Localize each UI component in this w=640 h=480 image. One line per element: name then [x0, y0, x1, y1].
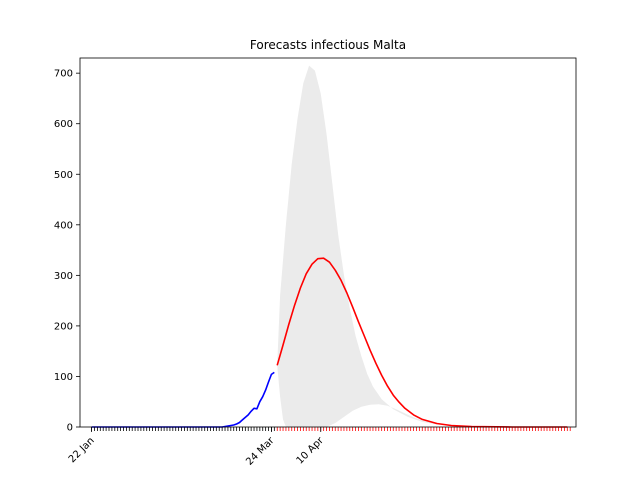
x-tick-label: 22 Jan	[67, 435, 97, 465]
forecast-series-line	[276, 257, 568, 428]
y-tick-label: 700	[54, 69, 73, 80]
chart-title: Forecasts infectious Malta	[250, 38, 406, 52]
y-tick-label: 400	[54, 220, 73, 231]
y-tick-label: 600	[54, 119, 73, 130]
plot-frame	[79, 57, 577, 428]
x-ticks-layer: 22 Jan 24 Mar 10 Apr	[67, 427, 571, 468]
y-tick-label: 500	[54, 170, 73, 181]
x-tick-label: 24 Mar	[244, 435, 277, 468]
observed-series-line	[91, 371, 275, 428]
y-ticks-layer: 0 100 200 300 400 500 600 700	[54, 69, 80, 434]
y-tick-label: 300	[54, 271, 73, 282]
series-layer	[91, 257, 568, 428]
x-tick-label: 10 Apr	[295, 435, 327, 467]
y-tick-label: 100	[54, 372, 73, 383]
y-tick-label: 0	[67, 423, 73, 434]
confidence-band-layer	[277, 65, 568, 427]
y-tick-label: 200	[54, 321, 73, 332]
confidence-band	[277, 65, 568, 427]
